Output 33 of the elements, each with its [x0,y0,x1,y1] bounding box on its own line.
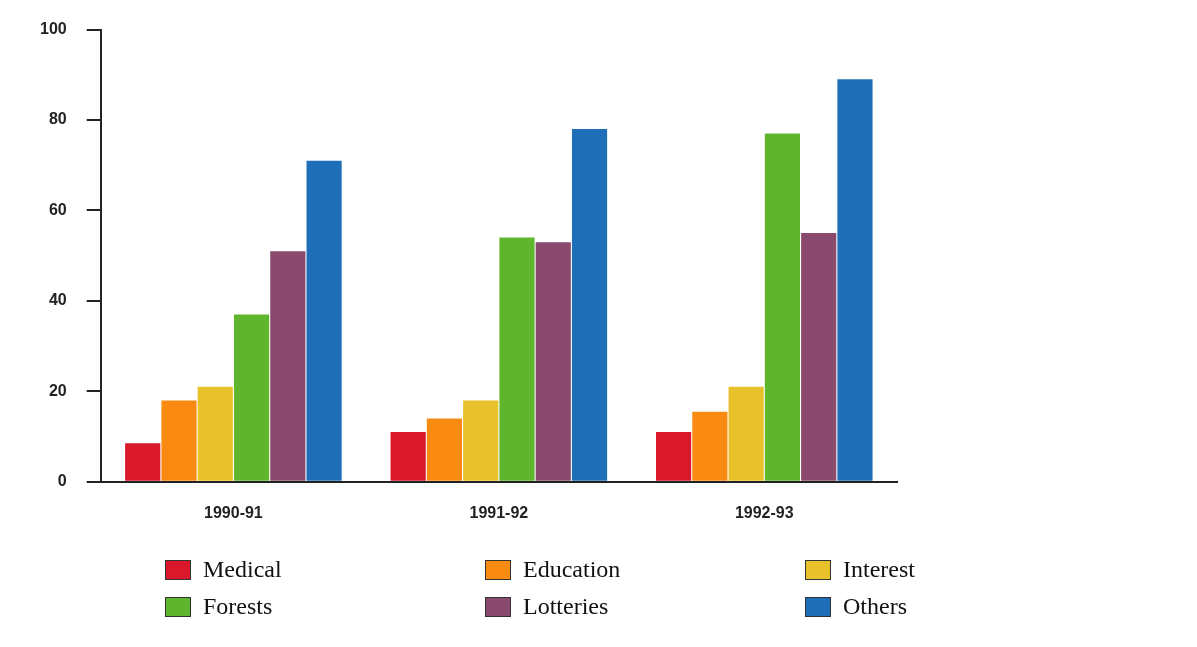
y-tick-label: 40 [48,291,67,309]
bar [692,411,728,481]
legend-label: Others [843,593,907,620]
bar [125,443,161,481]
bar [837,79,873,481]
legend-label: Interest [843,556,915,583]
bar [306,160,342,481]
bar [535,242,571,481]
bar [197,386,233,481]
x-tick-label: 1992-93 [734,503,794,521]
legend-label: Education [523,556,621,583]
y-tick-label: 100 [39,20,67,38]
bar [764,133,801,481]
bar [390,432,426,481]
bar [233,314,270,481]
legend-label: Medical [203,556,282,583]
legend-label: Lotteries [523,593,609,620]
bar [801,233,837,481]
bar [499,237,535,481]
y-tick-label: 0 [57,472,67,490]
bar [571,129,608,481]
bar [656,432,692,481]
y-tick-label: 80 [48,110,67,128]
x-tick-label: 1990-91 [204,503,263,521]
bar [270,251,306,481]
bar [426,418,463,481]
bar [463,400,499,481]
bar [728,386,764,481]
y-tick-label: 20 [48,381,67,399]
bar [161,400,197,481]
y-tick-label: 60 [48,200,67,218]
x-tick-label: 1991-92 [469,503,529,521]
legend-label: Forests [203,593,273,620]
